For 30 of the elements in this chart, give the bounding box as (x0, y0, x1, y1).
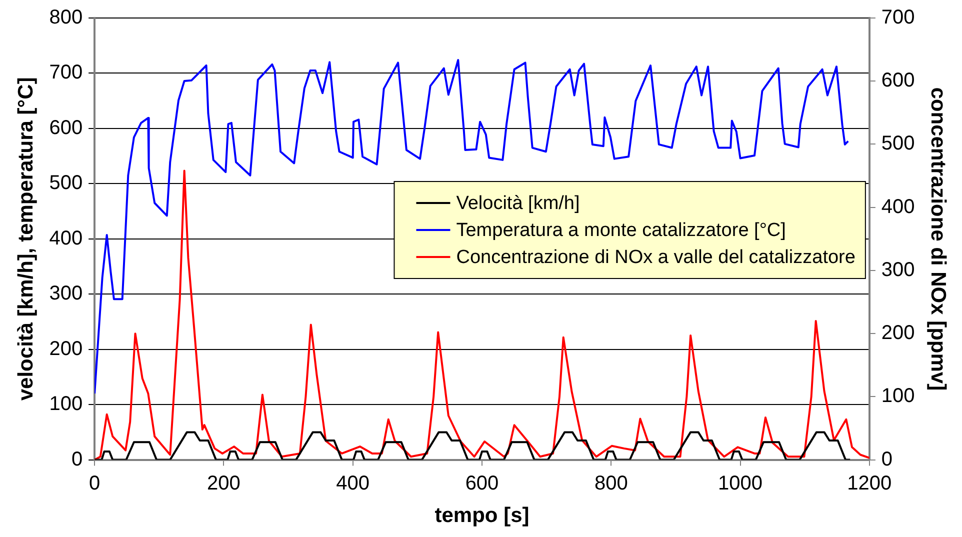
x-axis-title: tempo [s] (434, 504, 530, 528)
x-tick-label: 800 (594, 472, 628, 494)
x-tick-label: 400 (336, 472, 370, 494)
legend-label: Velocità [km/h] (456, 193, 580, 214)
legend-label: Concentrazione di NOx a valle del catalizzatore (456, 247, 856, 268)
y-axis-title: velocità [km/h], temperatura [°C] (14, 77, 38, 401)
y-tick-label: 300 (49, 282, 83, 305)
y2-tick-label: 400 (881, 196, 915, 218)
x-tick-label: 1000 (718, 472, 763, 494)
legend-label: Temperatura a monte catalizzatore [°C] (456, 220, 786, 242)
y2-tick-label: 200 (881, 322, 915, 344)
y2-tick-label: 600 (881, 70, 915, 92)
y2-axis-title: concentrazione di NOx [ppmv] (926, 87, 950, 391)
y-tick-label: 100 (49, 393, 83, 416)
y-tick-label: 700 (49, 62, 83, 84)
y2-tick-label: 500 (881, 132, 915, 155)
y-tick-label: 600 (49, 116, 83, 139)
y2-tick-label: 0 (881, 448, 893, 470)
x-tick-label: 0 (89, 472, 100, 494)
y-tick-label: 500 (49, 172, 83, 194)
x-tick-label: 200 (207, 472, 240, 494)
y-tick-label: 200 (49, 338, 83, 360)
y2-tick-label: 700 (881, 6, 915, 29)
y-tick-label: 800 (49, 6, 83, 29)
y-tick-label: 0 (71, 448, 83, 470)
x-tick-label: 1200 (847, 472, 892, 494)
y2-tick-label: 100 (881, 385, 915, 408)
x-tick-label: 600 (465, 472, 499, 494)
y-tick-label: 400 (49, 227, 83, 250)
y2-tick-label: 300 (881, 258, 915, 281)
